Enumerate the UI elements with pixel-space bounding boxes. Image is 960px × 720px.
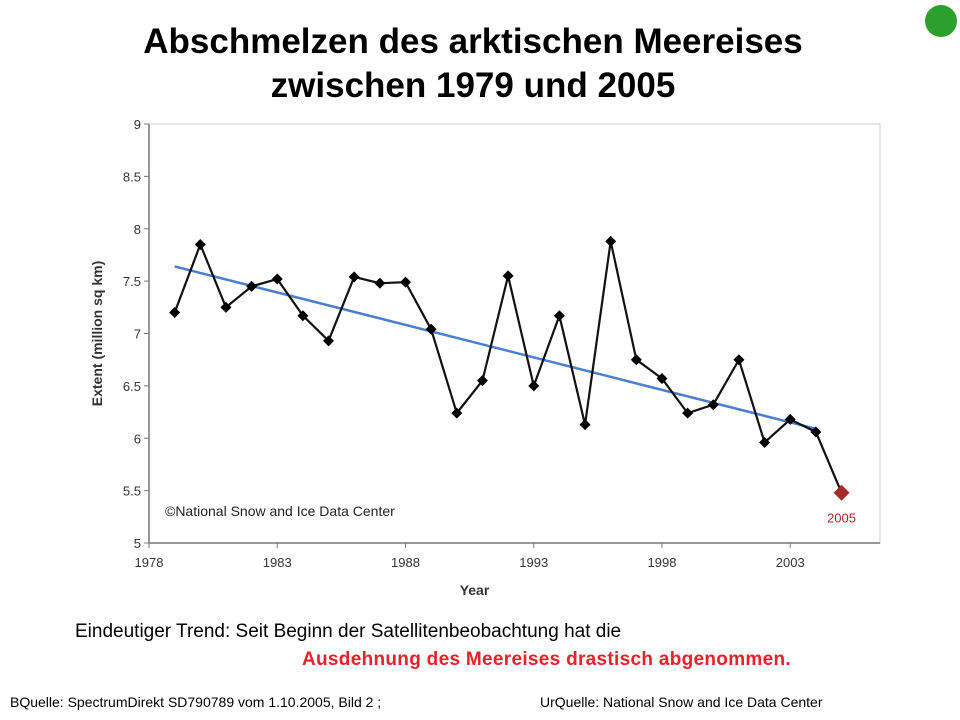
data-point (630, 354, 642, 366)
data-point (169, 307, 181, 319)
chart-title-line-1: Abschmelzen des arktischen Meereises (143, 22, 803, 61)
data-point (451, 407, 463, 419)
trend-line (174, 265, 817, 431)
data-point (348, 271, 360, 283)
source-left: BQuelle: SpectrumDirekt SD790789 vom 1.1… (10, 694, 382, 710)
data-point (194, 238, 206, 250)
y-tick-label: 5.5 (123, 484, 141, 499)
data-point (656, 373, 668, 385)
y-tick-label: 7 (134, 327, 141, 342)
data-point (707, 399, 719, 411)
y-tick-label: 8.5 (123, 169, 141, 184)
source-right: UrQuelle: National Snow and Ice Data Cen… (540, 694, 823, 710)
data-point (246, 280, 258, 292)
y-tick-label: 6.5 (123, 379, 141, 394)
data-point (399, 276, 411, 288)
data-point (733, 354, 745, 366)
highlight-label: 2005 (827, 511, 856, 526)
data-point (502, 270, 514, 282)
data-point (784, 413, 796, 425)
data-point (476, 375, 488, 387)
caption-emphasis: Ausdehnung des Meereises drastisch abgen… (302, 649, 791, 670)
y-tick-label: 6 (134, 431, 141, 446)
y-tick-label: 5 (134, 536, 141, 551)
data-point (297, 310, 309, 322)
y-tick-label: 9 (134, 117, 141, 132)
y-tick-label: 7.5 (123, 274, 141, 289)
data-point (323, 335, 335, 347)
data-point (759, 436, 771, 448)
x-tick-label: 1998 (648, 555, 677, 570)
data-point (374, 277, 386, 289)
data-point (528, 380, 540, 392)
status-dot-icon (925, 5, 957, 37)
data-point (579, 419, 591, 431)
plot-area (148, 123, 881, 544)
x-tick-label: 2003 (776, 555, 805, 570)
x-axis-title: Year (460, 582, 490, 598)
data-point (425, 323, 437, 335)
caption-trend: Eindeutiger Trend: Seit Beginn der Satel… (75, 621, 622, 642)
data-point (682, 407, 694, 419)
data-point (605, 235, 617, 247)
x-tick-label: 1983 (263, 555, 292, 570)
data-point (810, 426, 822, 438)
data-point (220, 301, 232, 313)
data-point (553, 310, 565, 322)
chart-title-line-2: zwischen 1979 und 2005 (270, 66, 676, 105)
watermark-label: ©National Snow and Ice Data Center (165, 503, 395, 519)
y-axis-title: Extent (million sq km) (89, 261, 105, 406)
data-point (271, 273, 283, 285)
x-tick-label: 1993 (519, 555, 548, 570)
x-tick-label: 1978 (135, 555, 164, 570)
x-tick-label: 1988 (391, 555, 420, 570)
y-tick-label: 8 (134, 222, 141, 237)
highlight-point-2005 (833, 484, 850, 501)
